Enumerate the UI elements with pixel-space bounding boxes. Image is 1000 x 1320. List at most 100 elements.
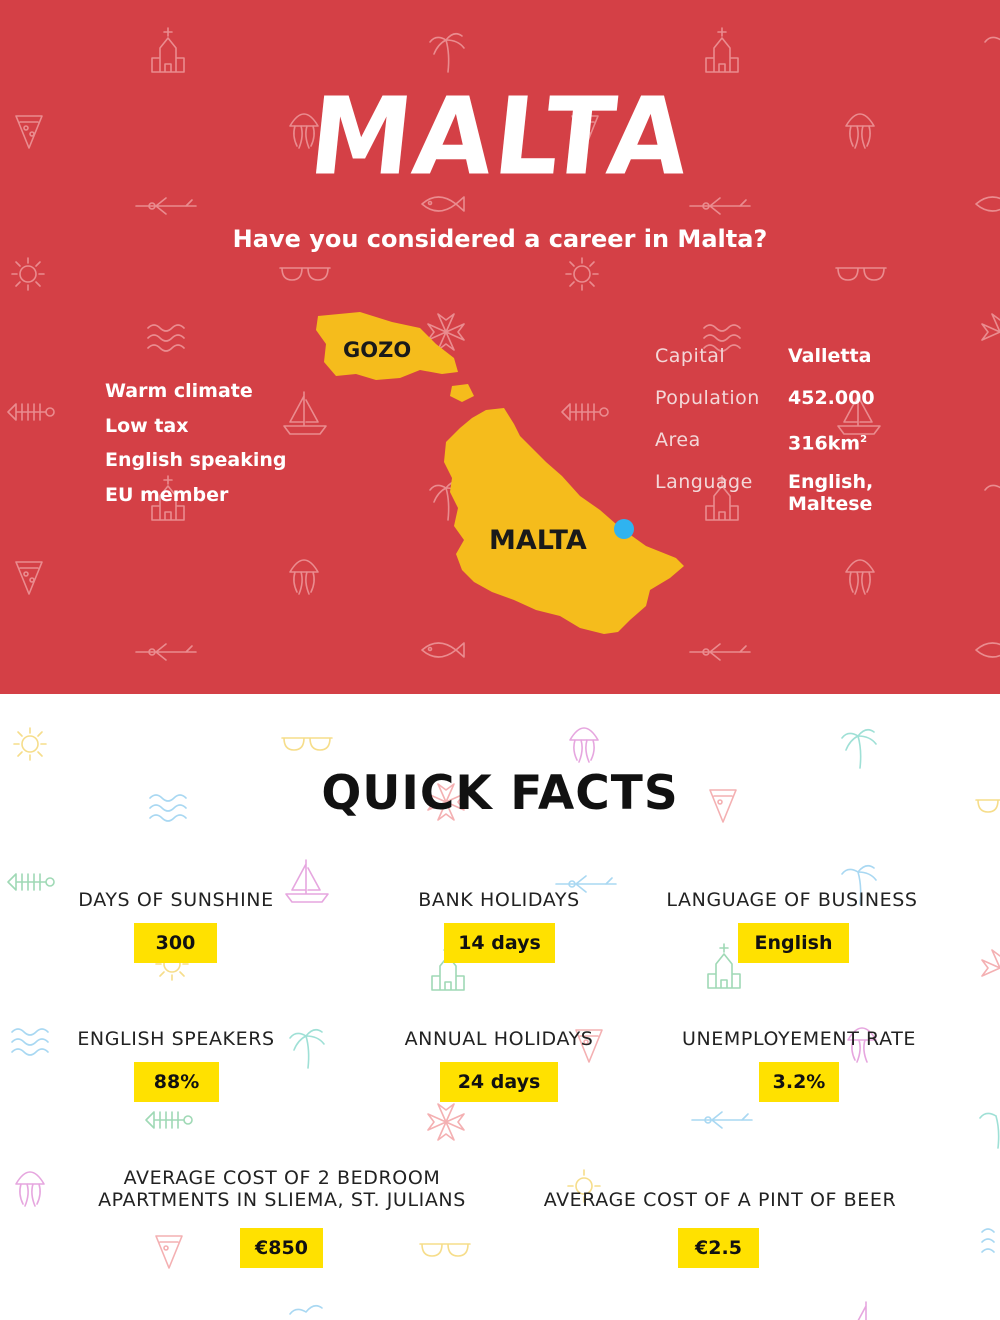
quick-fact-label-line: APARTMENTS IN SLIEMA, ST. JULIANS (98, 1189, 466, 1211)
fish-icon (421, 196, 465, 212)
header-section: MALTA Have you considered a career in Ma… (0, 0, 1000, 694)
quick-fact-label: LANGUAGE OF BUSINESS (666, 889, 918, 911)
map-label-gozo: GOZO (343, 338, 412, 362)
fact-value: Valletta (788, 345, 872, 367)
quick-fact-label: ANNUAL HOLIDAYS (404, 1028, 594, 1050)
waves-icon (147, 324, 185, 352)
fact-key: Area (655, 429, 701, 451)
fact-key: Capital (655, 345, 726, 367)
airplane-icon (135, 197, 197, 215)
decor-pattern (7, 27, 1000, 661)
jellyfish-icon (845, 113, 875, 149)
quick-fact-value: 14 days (444, 923, 555, 963)
quick-fact-value: 3.2% (759, 1062, 839, 1102)
airplane-icon (689, 197, 751, 215)
malta-island-shape (444, 408, 684, 634)
jellyfish-icon (15, 1171, 45, 1207)
fact-value: English, Maltese (788, 471, 873, 515)
palm-tree-icon (429, 32, 465, 73)
pizza-icon (15, 561, 43, 595)
fish-icon (975, 196, 1000, 212)
maltese-cross-icon (427, 783, 465, 821)
quick-fact-value: €2.5 (678, 1228, 759, 1268)
fish-icon (975, 642, 1000, 658)
waves-icon (149, 794, 187, 822)
quick-fact-label: AVERAGE COST OF A PINT OF BEER (543, 1189, 897, 1211)
decor-pattern-light (7, 727, 1000, 1320)
palm-tree-icon (841, 728, 877, 769)
quick-fact-label: AVERAGE COST OF 2 BEDROOM APARTMENTS IN … (62, 1167, 502, 1211)
comino-island-shape (450, 384, 474, 402)
airplane-icon (689, 643, 751, 661)
sunglasses-icon (975, 799, 1000, 813)
sun-icon (565, 257, 599, 291)
benefit-item: Warm climate (105, 380, 253, 402)
church-icon (707, 943, 741, 989)
pizza-icon (15, 115, 43, 149)
church-icon (705, 475, 739, 521)
sailboat-icon (837, 391, 881, 435)
pizza-icon (709, 789, 737, 823)
quick-fact-value: 300 (134, 923, 217, 963)
palm-tree-icon (979, 1112, 1000, 1149)
airplane-icon (691, 1111, 753, 1129)
quick-fact-label: UNEMPLOYEMENT RATE (681, 1028, 917, 1050)
sunglasses-icon (279, 267, 331, 281)
pizza-icon (575, 1029, 603, 1063)
page-subtitle: Have you considered a career in Malta? (232, 225, 768, 253)
benefits-list: Warm climate Low tax English speaking EU… (105, 374, 286, 512)
airplane-icon (555, 875, 617, 893)
quick-fact-value: €850 (240, 1228, 323, 1268)
page-title: MALTA (303, 75, 697, 200)
jellyfish-icon (845, 559, 875, 595)
quick-facts-title: QUICK FACTS (321, 766, 679, 821)
church-icon (151, 27, 185, 73)
jellyfish-icon (289, 559, 319, 595)
quick-fact-label: DAYS OF SUNSHINE (78, 889, 274, 911)
pizza-icon (571, 115, 599, 149)
sunglasses-icon (419, 1243, 471, 1257)
fact-value: 452.000 (788, 387, 875, 409)
fact-value-line: English, (788, 471, 874, 493)
fact-key: Population (655, 387, 760, 409)
palm-tree-icon (984, 484, 1000, 491)
sun-icon (11, 257, 45, 291)
waves-icon (11, 1028, 49, 1056)
fact-key: Language (655, 471, 753, 493)
quick-fact-value: 24 days (440, 1062, 558, 1102)
sun-icon (13, 727, 47, 761)
sun-icon (567, 1169, 601, 1203)
benefit-item: Low tax (105, 414, 189, 437)
quick-fact-label: ENGLISH SPEAKERS (77, 1028, 275, 1050)
sailboat-icon (283, 391, 327, 435)
fact-value-text: 316km (788, 432, 861, 455)
palm-tree-icon (289, 1028, 325, 1069)
palm-tree-icon (289, 1304, 323, 1315)
fish-icon (421, 642, 465, 658)
malta-map (316, 312, 684, 634)
maltese-cross-icon (427, 1103, 465, 1141)
sunglasses-icon (835, 267, 887, 281)
quick-fact-label: BANK HOLIDAYS (418, 889, 580, 911)
palm-tree-icon (841, 864, 877, 905)
airplane-icon (135, 643, 197, 661)
fishbone-icon (145, 1111, 193, 1129)
benefit-item: English speaking (105, 449, 287, 472)
waves-icon (981, 1228, 995, 1253)
quick-fact-value: English (738, 923, 849, 963)
fact-value-line: Maltese (788, 493, 873, 515)
jellyfish-icon (289, 113, 319, 149)
sunglasses-icon (281, 737, 333, 751)
pizza-icon (155, 1235, 183, 1269)
church-icon (705, 27, 739, 73)
fact-value: 316km2 (788, 429, 867, 454)
fact-value-superscript: 2 (860, 434, 868, 445)
jellyfish-icon (847, 1027, 877, 1063)
waves-icon (703, 324, 741, 352)
fishbone-icon (7, 403, 55, 421)
gozo-island-shape (316, 312, 458, 380)
palm-tree-icon (984, 36, 1000, 43)
sailboat-icon (857, 1301, 867, 1320)
fishbone-icon (7, 873, 55, 891)
quick-fact-value: 88% (134, 1062, 219, 1102)
